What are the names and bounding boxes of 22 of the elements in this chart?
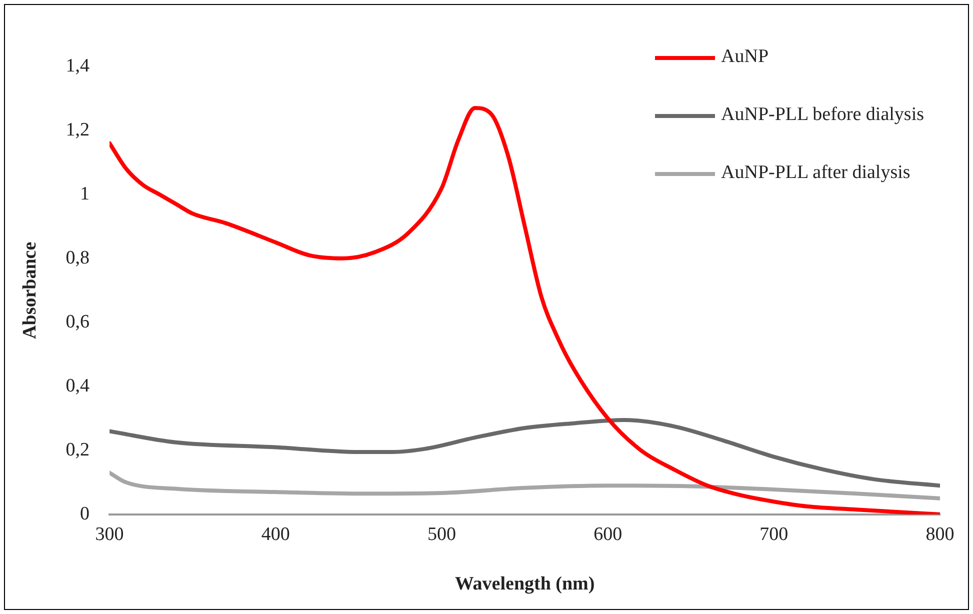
x-tick-label: 800 — [926, 524, 954, 545]
y-axis-title: Absorbance — [19, 242, 40, 339]
line-series — [110, 418, 940, 488]
line-series — [110, 470, 940, 500]
legend-label: AuNP-PLL before dialysis — [721, 103, 925, 127]
legend-label: AuNP-PLL after dialysis — [721, 161, 912, 185]
x-axis-title: Wavelength (nm) — [454, 574, 595, 595]
x-tick-label: 600 — [594, 524, 622, 545]
y-tick-label: 0,2 — [66, 439, 90, 460]
y-tick-label: 0,6 — [66, 311, 90, 332]
x-tick-label: 500 — [427, 524, 456, 545]
y-tick-label: 1,2 — [66, 119, 90, 140]
x-tick-label: 300 — [95, 524, 124, 545]
legend-label: AuNP — [721, 45, 770, 69]
line-series — [110, 106, 940, 514]
x-tick-label: 400 — [261, 524, 290, 545]
y-tick-label: 0,4 — [66, 375, 90, 396]
y-tick-label: 0 — [80, 503, 90, 524]
x-tick-label: 700 — [760, 524, 788, 545]
y-tick-label: 0,8 — [66, 247, 90, 268]
y-tick-label: 1,4 — [66, 55, 90, 76]
y-tick-label: 1 — [80, 183, 90, 204]
